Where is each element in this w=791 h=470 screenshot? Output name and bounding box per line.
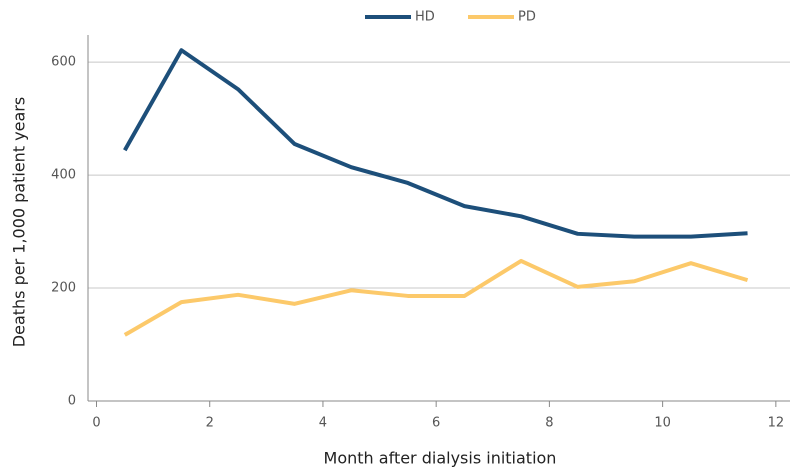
- x-tick-label: 0: [92, 416, 100, 431]
- legend-label: HD: [415, 10, 435, 25]
- x-tick-label: 4: [319, 416, 327, 431]
- y-tick-label: 600: [51, 55, 76, 70]
- y-axis-title: Deaths per 1,000 patient years: [10, 97, 29, 347]
- series-line: [123, 48, 748, 239]
- x-tick-label: 6: [432, 416, 440, 431]
- x-tick-label: 8: [545, 416, 553, 431]
- y-tick-label: 200: [51, 281, 76, 296]
- x-tick-label: 2: [206, 416, 214, 431]
- y-tick-label: 0: [68, 394, 76, 409]
- series-line: [123, 258, 749, 337]
- legend-label: PD: [518, 10, 536, 25]
- y-tick-label: 400: [51, 168, 76, 183]
- x-axis-title: Month after dialysis initiation: [324, 449, 557, 468]
- x-tick-label: 12: [768, 416, 785, 431]
- x-tick-label: 10: [654, 416, 671, 431]
